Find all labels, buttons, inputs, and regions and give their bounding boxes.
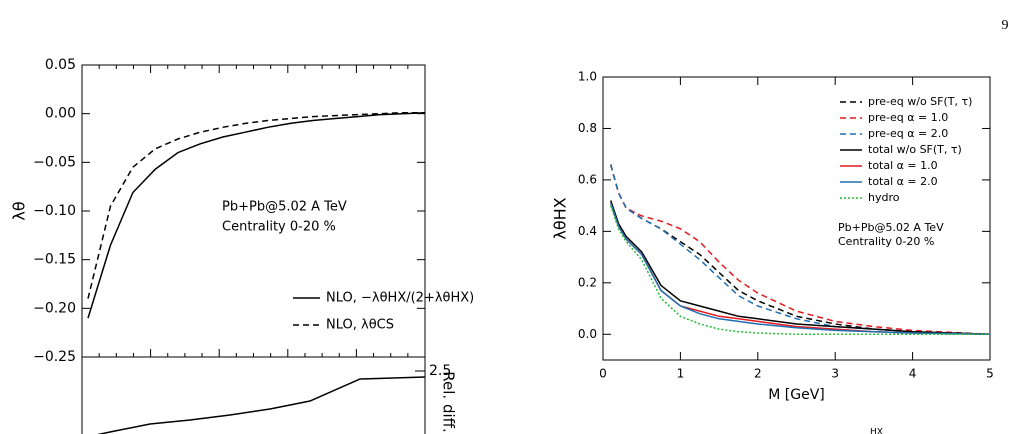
- y-tick-label: 0.00: [45, 106, 76, 122]
- annotation: Centrality 0-20 %: [222, 220, 336, 235]
- annotation: Pb+Pb@5.02 A TeV: [838, 221, 944, 234]
- series-line: [609, 205, 990, 336]
- x-tick-label: 2: [754, 367, 762, 381]
- series-line: [609, 164, 991, 336]
- legend-label: total w/o SF(T, τ): [868, 143, 962, 156]
- panel-tick-label: 2.5: [429, 363, 451, 379]
- panel-label: Rel. diff.: [440, 371, 458, 432]
- x-tick-label: 1: [677, 367, 685, 381]
- x-tick-label: 3: [831, 367, 839, 381]
- plot-frame: [602, 76, 991, 361]
- annotation: Centrality 0-20 %: [838, 235, 934, 248]
- panel-frame: [81, 356, 426, 434]
- x-tick-label: 5: [986, 367, 994, 381]
- rel-diff-curve: [97, 376, 426, 434]
- y-axis-label: λθHX: [551, 197, 570, 239]
- y-tick-label: −0.10: [33, 203, 76, 219]
- x-tick-label: 4: [909, 367, 917, 381]
- series-line: [87, 111, 425, 299]
- y-tick-label: 0.8: [578, 121, 597, 135]
- y-tick-label: 1.0: [578, 70, 597, 84]
- series-line: [609, 164, 991, 336]
- y-tick-label: 0.6: [578, 172, 597, 186]
- annotation: Pb+Pb@5.02 A TeV: [222, 200, 347, 215]
- x-tick-label: 0: [599, 367, 607, 381]
- series-line: [609, 200, 991, 336]
- legend-label: NLO, λθCS: [326, 318, 394, 333]
- legend-label: total α = 1.0: [868, 159, 938, 172]
- y-tick-label: 0.2: [578, 275, 597, 289]
- series-line: [87, 111, 426, 319]
- legend-label: pre-eq α = 1.0: [868, 111, 948, 124]
- y-tick-label: 0.0: [578, 327, 597, 341]
- x-axis-label: M [GeV]: [768, 387, 825, 403]
- y-tick-label: 0.4: [578, 224, 597, 238]
- footer-fragment: HX: [870, 428, 883, 434]
- legend-label: pre-eq w/o SF(T, τ): [868, 95, 972, 108]
- y-tick-label: −0.25: [33, 349, 76, 365]
- y-tick-label: −0.15: [33, 252, 76, 268]
- legend-label: total α = 2.0: [868, 175, 938, 188]
- legend-label: pre-eq α = 2.0: [868, 127, 948, 140]
- page-number: 9: [1002, 18, 1009, 33]
- legend-label: hydro: [868, 191, 900, 204]
- legend-label: NLO, −λθHX/(2+λθHX): [326, 291, 474, 306]
- series-line: [609, 202, 991, 336]
- y-axis-label: λθ: [10, 201, 29, 220]
- y-tick-label: 0.05: [45, 57, 76, 73]
- y-tick-label: −0.05: [33, 154, 76, 170]
- y-tick-label: −0.20: [33, 300, 76, 316]
- series-line: [609, 164, 991, 336]
